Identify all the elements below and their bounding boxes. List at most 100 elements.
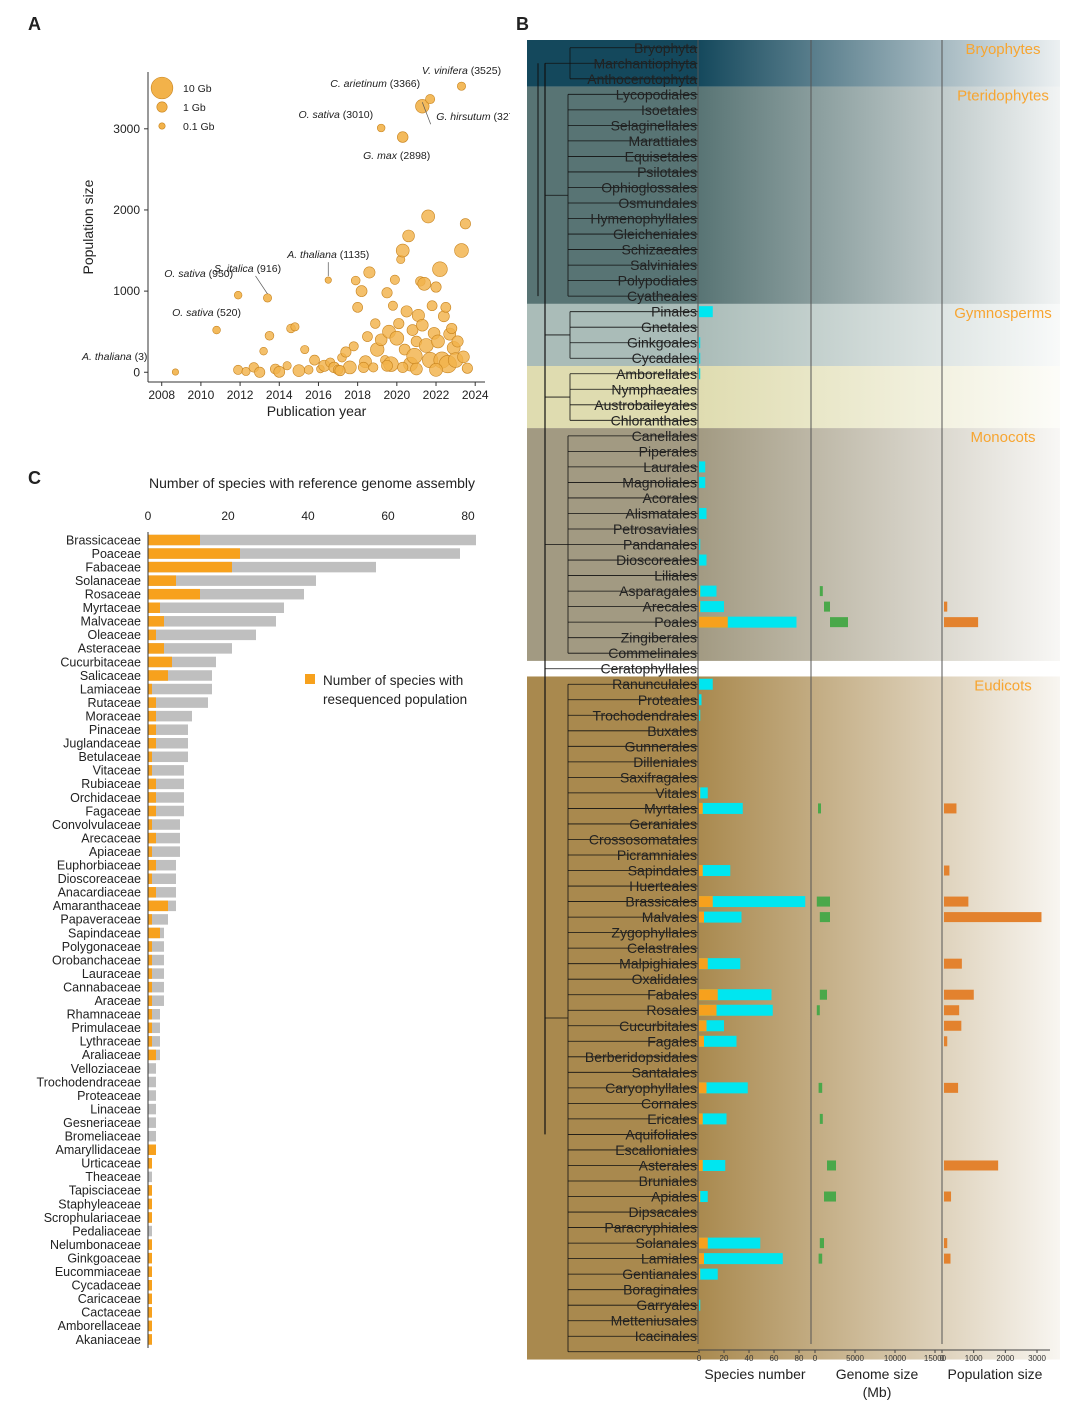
scatter-point: [406, 324, 419, 336]
genome-size-bar: [819, 989, 827, 1000]
chart-title: Number of species with reference genome …: [149, 475, 475, 491]
total-bar: [148, 1103, 156, 1115]
scatter-point: [402, 229, 415, 243]
point-label: C. arietinum (3366): [330, 78, 420, 90]
order-label: Ericales: [647, 1111, 697, 1127]
genome-axis-title: Genome size (Mb): [836, 1366, 919, 1400]
family-label: Oleaceae: [87, 628, 141, 642]
resequenced-bar: [699, 1237, 708, 1249]
order-label: Isoetales: [641, 102, 697, 118]
order-label: Malvales: [642, 909, 697, 925]
reference-bar: [699, 1035, 737, 1047]
x-tick-label: 2012: [227, 388, 254, 402]
order-label: Gentianales: [622, 1266, 697, 1282]
resequenced-bar: [148, 968, 152, 979]
family-label: Salicaceae: [80, 669, 141, 683]
resequenced-bar: [148, 954, 152, 966]
total-bar: [148, 683, 212, 695]
scatter-point: [451, 335, 464, 348]
population-tick-label: 1000: [965, 1354, 983, 1363]
population-size-bar: [944, 958, 962, 969]
resequenced-bar: [699, 958, 708, 970]
resequenced-bar: [699, 616, 728, 628]
reference-bar: [699, 1082, 748, 1094]
resequenced-bar: [148, 873, 152, 884]
panel-b-letter: B: [516, 14, 529, 34]
scatter-point: [374, 333, 388, 347]
order-label: Cornales: [641, 1095, 697, 1111]
order-label: Lamiales: [641, 1251, 697, 1267]
scatter-point: [381, 287, 393, 299]
total-bar: [148, 561, 376, 573]
clade-label: Eudicots: [974, 677, 1032, 694]
x-tick-label: 2008: [148, 388, 175, 402]
family-label: Amaryllidaceae: [56, 1143, 142, 1157]
genome-size-bar: [818, 803, 821, 814]
legend-swatch: [305, 674, 315, 684]
resequenced-bar: [148, 1212, 152, 1223]
resequenced-bar: [148, 832, 156, 844]
family-label: Amaranthaceae: [53, 899, 141, 913]
labeled-scatter-point: [397, 131, 409, 143]
y-axis-title: Population size: [80, 179, 96, 274]
population-size-bar: [944, 1005, 960, 1016]
scatter-point: [300, 345, 310, 355]
resequenced-bar: [148, 1307, 152, 1318]
total-bar: [148, 602, 284, 613]
resequenced-bar: [148, 1049, 156, 1061]
scatter-point: [389, 274, 400, 285]
scatter-point: [334, 365, 346, 377]
reference-bar: [699, 1268, 718, 1280]
family-label: Lamiaceae: [80, 682, 141, 696]
order-label: Petrosaviales: [613, 521, 697, 537]
scatter-point: [362, 331, 373, 342]
resequenced-bar: [148, 683, 152, 695]
family-label: Cannabaceae: [63, 980, 141, 994]
family-label: Solanaceae: [75, 574, 141, 588]
family-label: Convolvulaceae: [52, 818, 141, 832]
order-label: Zygophyllales: [611, 925, 697, 941]
population-size-bar: [944, 1082, 959, 1093]
total-bar: [148, 1117, 156, 1128]
order-label: Selaginellales: [611, 117, 697, 133]
scatter-point: [363, 266, 376, 279]
reference-bar: [699, 678, 713, 690]
reference-bar: [699, 694, 702, 706]
population-scatter-chart: 2008 2010 2012 2014 2016 2018 2020 2022 2024 0 100…: [80, 65, 510, 419]
total-bar: [148, 873, 176, 884]
total-bar: [148, 941, 164, 952]
family-label: Papaveraceae: [60, 913, 141, 927]
order-label: Pinales: [651, 304, 697, 320]
order-label: Dipsacales: [629, 1204, 697, 1220]
species-tick-label: 80: [795, 1354, 804, 1363]
family-label: Scrophulariaceae: [44, 1211, 141, 1225]
total-bar: [148, 670, 212, 681]
order-label: Fagales: [647, 1033, 697, 1049]
x-tick-label: 40: [301, 509, 315, 523]
total-bar: [148, 656, 216, 668]
scatter-point: [417, 277, 432, 291]
order-label: Icacinales: [635, 1328, 697, 1344]
order-label: Aquifoliales: [625, 1126, 697, 1142]
resequenced-bar: [148, 981, 152, 993]
resequenced-bar: [148, 1334, 152, 1345]
family-label: Orchidaceae: [70, 791, 141, 805]
order-label: Arecales: [643, 599, 697, 615]
resequenced-bar: [148, 602, 160, 613]
resequenced-bar: [148, 1158, 152, 1169]
scatter-point: [368, 362, 379, 373]
clade-band: [527, 86, 1060, 304]
reference-bar: [699, 1020, 724, 1032]
resequenced-bar: [699, 802, 703, 814]
scatter-point: [259, 346, 268, 356]
panel-c-letter: C: [28, 468, 41, 488]
labeled-scatter-point: [457, 81, 466, 91]
resequenced-bar: [699, 989, 718, 1001]
resequenced-bar: [148, 1036, 152, 1047]
order-label: Nymphaeales: [611, 381, 697, 397]
reference-bar: [699, 539, 701, 551]
family-label: Betulaceae: [78, 750, 141, 764]
total-bar: [148, 629, 256, 641]
resequenced-bar: [148, 1009, 152, 1020]
total-bar: [148, 724, 188, 735]
